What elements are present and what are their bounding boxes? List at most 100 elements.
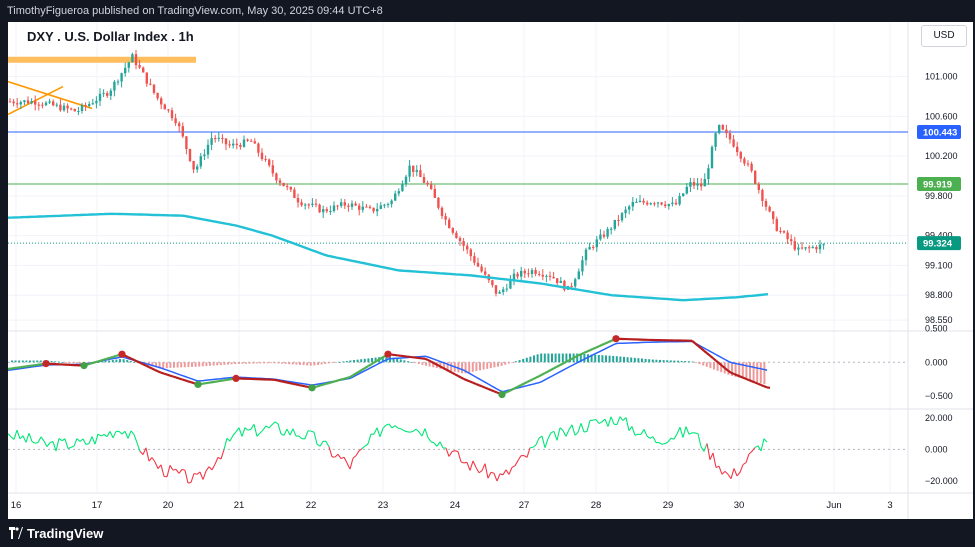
time-tick-label: 24	[450, 500, 461, 511]
macd-histogram-bar	[237, 362, 240, 364]
macd-fast-line-segment	[754, 381, 759, 385]
macd-fast-line-segment	[715, 359, 720, 365]
candle-body	[509, 279, 512, 289]
candle-body	[70, 108, 73, 110]
candle-body	[545, 275, 548, 277]
oscillator-line-segment	[196, 471, 201, 475]
macd-histogram-bar	[597, 354, 600, 363]
candle-body	[41, 104, 44, 106]
macd-fast-line-segment	[712, 357, 717, 362]
candle-body	[340, 202, 343, 206]
oscillator-line-segment	[409, 430, 414, 433]
oscillator-line-segment	[718, 466, 723, 475]
candle-body	[304, 204, 307, 206]
macd-fast-line-segment	[148, 366, 153, 370]
candle-body	[782, 231, 786, 233]
macd-histogram-bar	[741, 362, 744, 379]
oscillator-line-segment	[193, 472, 198, 475]
candle-body	[163, 104, 166, 110]
candle-body	[314, 203, 318, 205]
oscillator-line-segment	[247, 428, 252, 431]
time-tick-label: 17	[92, 500, 103, 511]
candle-body	[109, 90, 112, 96]
macd-histogram-bar	[734, 362, 737, 377]
candle-body	[181, 126, 184, 137]
candle-body	[678, 196, 681, 205]
candle-body	[822, 244, 825, 246]
candle-body	[757, 183, 760, 190]
currency-button[interactable]: USD	[921, 25, 967, 47]
oscillator-line-segment	[646, 435, 651, 439]
macd-histogram-bar	[633, 357, 636, 363]
price-tick-label: 101.000	[925, 72, 958, 82]
oscillator-line-segment	[328, 446, 333, 457]
candle-body	[790, 239, 793, 242]
oscillator-line-segment	[757, 445, 762, 452]
macd-histogram-bar	[57, 361, 60, 363]
candle-body	[638, 200, 642, 202]
macd-histogram-bar	[209, 362, 211, 366]
time-tick-label: 20	[163, 500, 174, 511]
macd-signal-dot	[308, 384, 316, 392]
macd-fast-line-segment	[478, 384, 483, 388]
candle-body	[422, 177, 426, 183]
oscillator-line-segment	[670, 437, 675, 440]
chart-canvas[interactable]: 101.000 100.600 100.200 99.800 99.400 99.100 9…	[8, 22, 973, 519]
macd-histogram-bar	[414, 362, 417, 364]
macd-fast-line-segment	[298, 383, 303, 387]
candle-body	[253, 141, 256, 144]
oscillator-line-segment	[76, 438, 81, 442]
oscillator-line-segment	[292, 428, 297, 437]
macd-histogram-bar	[695, 362, 697, 364]
oscillator-line-segment	[469, 460, 474, 471]
candle-body	[581, 260, 584, 272]
candle-body	[559, 280, 562, 284]
macd-fast-line-segment	[289, 382, 294, 385]
macd-fast-line-segment	[538, 373, 543, 378]
macd-histogram-bar	[500, 362, 503, 366]
oscillator-line-segment	[325, 441, 330, 448]
macd-fast-line-segment	[706, 352, 711, 357]
chart-frame[interactable]: 101.000 100.600 100.200 99.800 99.400 99.100 9…	[8, 22, 973, 519]
oscillator-line-segment	[763, 438, 768, 443]
macd-fast-line-segment	[457, 374, 462, 379]
macd-histogram-bar	[558, 353, 561, 363]
macd-histogram-bar	[410, 362, 413, 363]
oscillator-line-segment	[493, 473, 498, 482]
macd-histogram-bar	[263, 362, 265, 364]
candle-body	[595, 239, 598, 248]
macd-histogram-bar	[270, 362, 273, 364]
oscillator-line-segment	[181, 468, 186, 471]
macd-histogram-bar	[169, 362, 172, 368]
macd-histogram-bar	[522, 358, 525, 363]
oscillator-line-segment	[268, 424, 273, 429]
candle-body	[124, 67, 127, 74]
candle-body	[412, 165, 415, 172]
macd-histogram-bar	[482, 362, 485, 370]
symbol-title: DXY . U.S. Dollar Index . 1h	[27, 29, 194, 44]
price-tick-label: 100.200	[925, 151, 958, 161]
candle-body	[653, 203, 656, 205]
macd-fast-line-segment	[454, 373, 459, 377]
tradingview-brand[interactable]: TradingView	[27, 526, 104, 541]
price-level-tag	[917, 177, 961, 192]
oscillator-line-segment	[457, 451, 462, 463]
oscillator-line-segment	[70, 445, 75, 448]
macd-fast-line-segment	[709, 354, 714, 360]
macd-histogram-bar	[399, 359, 402, 363]
macd-fast-line-segment	[175, 376, 180, 380]
macd-signal-dot	[80, 362, 88, 370]
macd-fast-line-segment	[94, 360, 99, 364]
macd-fast-line-segment	[586, 349, 591, 353]
candle-body	[710, 146, 714, 169]
macd-fast-line-segment	[379, 356, 384, 360]
candle-body	[134, 54, 138, 66]
oscillator-line-segment	[697, 433, 702, 447]
macd-histogram-bar	[479, 362, 481, 371]
candle-body	[278, 180, 282, 183]
candle-body	[343, 202, 346, 206]
tradingview-logo-icon[interactable]	[9, 527, 23, 539]
macd-histogram-bar	[21, 360, 24, 363]
macd-fast-line-segment	[481, 385, 486, 389]
macd-histogram-bar	[504, 362, 507, 365]
